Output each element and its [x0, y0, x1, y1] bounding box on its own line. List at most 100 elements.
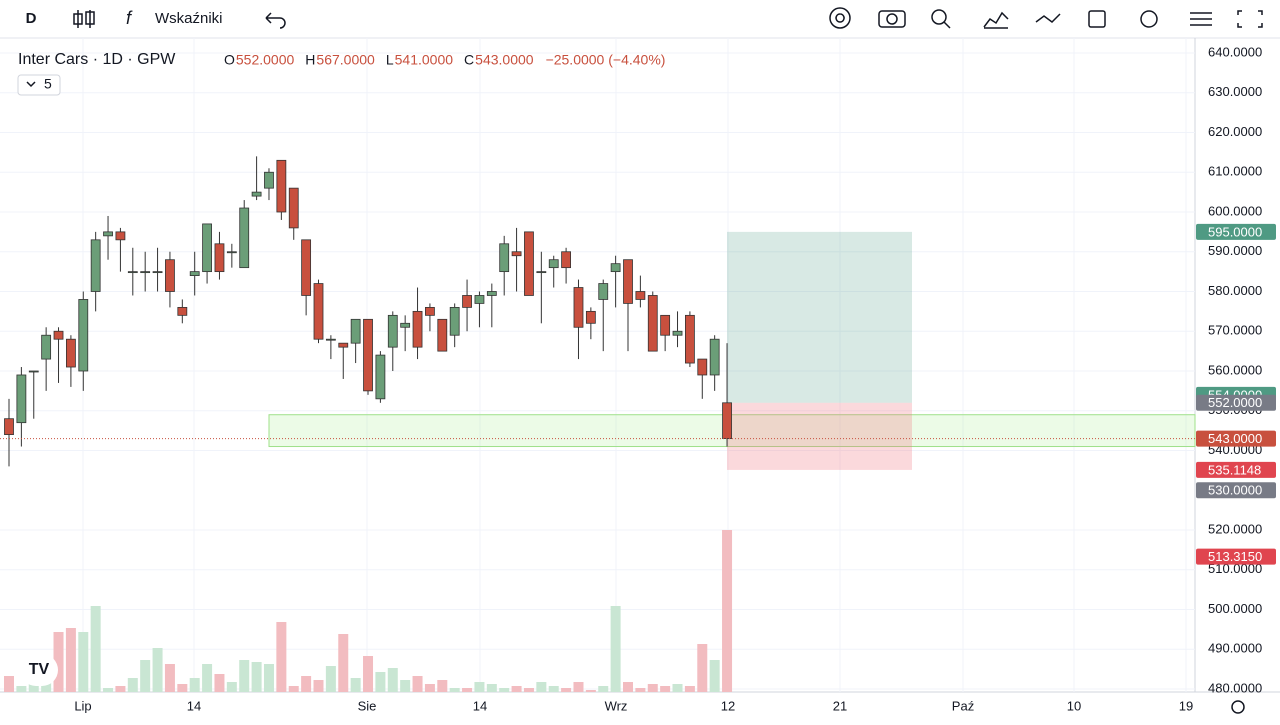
- volume-bar: [202, 664, 213, 692]
- volume-bar: [152, 648, 163, 692]
- price-tag: [1196, 223, 1276, 240]
- candle-body: [152, 271, 163, 274]
- candle-body: [524, 231, 534, 296]
- candle-body: [412, 310, 423, 348]
- candle-body: [189, 271, 200, 276]
- volume-bar: [375, 672, 386, 692]
- volume-bar: [486, 684, 497, 692]
- price-tag: [1196, 461, 1276, 478]
- x-tick-label: Sie: [358, 698, 377, 713]
- candle-body: [449, 306, 460, 336]
- volume-bar: [65, 628, 76, 692]
- y-tick-label: 480.0000: [1208, 680, 1262, 695]
- volume-bar: [313, 680, 324, 692]
- price-tag: [1196, 548, 1276, 565]
- volume-bar: [214, 674, 225, 692]
- x-tick-label: 19: [1179, 698, 1193, 713]
- indicators-toggle[interactable]: [17, 74, 61, 96]
- candle-body: [462, 295, 472, 308]
- price-tag: [1196, 482, 1276, 499]
- candle-body: [499, 243, 510, 273]
- candle-body: [722, 402, 732, 439]
- candle-body: [103, 231, 113, 237]
- x-tick-label: Lip: [74, 698, 91, 713]
- profit-zone: [727, 231, 912, 403]
- candle-body: [623, 259, 633, 304]
- x-tick-label: 14: [473, 698, 487, 713]
- legend-value: −25.0000 (−4.40%): [546, 52, 666, 68]
- legend-key: C: [464, 52, 474, 68]
- volume-bar: [387, 668, 398, 692]
- toolbar-icons: [73, 7, 1263, 29]
- volume-bar: [127, 678, 138, 692]
- candle-body: [78, 299, 89, 372]
- volume-bar: [90, 606, 101, 692]
- volume-bar: [338, 634, 349, 692]
- candle-body: [313, 283, 324, 340]
- candle-body: [697, 358, 708, 376]
- candle-body: [425, 306, 435, 316]
- volume-bar: [684, 686, 695, 692]
- volume-bar: [647, 684, 658, 692]
- symbol-title: Inter Cars · 1D · GPW: [18, 51, 176, 68]
- volume-bar: [288, 686, 299, 692]
- volume-bar: [635, 688, 646, 692]
- candle-body: [214, 243, 225, 273]
- interval[interactable]: D: [26, 10, 37, 27]
- volume-bar: [28, 684, 39, 692]
- candle-body: [350, 318, 361, 344]
- candle-body: [325, 338, 336, 341]
- chevron: [26, 81, 36, 88]
- legend-value: 552.0000: [236, 52, 295, 68]
- fx-icon: f: [126, 8, 133, 28]
- indicators-button[interactable]: Wskaźniki: [155, 10, 223, 27]
- y-tick-label: 590.0000: [1208, 243, 1262, 258]
- candle-body: [685, 314, 695, 364]
- y-tick-label: 520.0000: [1208, 521, 1262, 536]
- volume-bar: [276, 622, 287, 692]
- volume-bar: [78, 632, 89, 692]
- candle-body: [511, 251, 522, 257]
- y-tick-label: 640.0000: [1208, 44, 1262, 59]
- volume-bar: [350, 678, 361, 692]
- candle-body: [276, 159, 287, 213]
- candle-body: [115, 231, 126, 241]
- candle-body: [53, 330, 64, 340]
- zone: [268, 414, 1196, 448]
- candle-body: [66, 338, 76, 368]
- candle-body: [140, 271, 151, 274]
- candle-body: [165, 259, 175, 292]
- legend-value: 541.0000: [395, 52, 454, 68]
- candle-body: [598, 283, 609, 300]
- volume-bar: [424, 684, 435, 692]
- volume-bar: [189, 678, 200, 692]
- volume-bar: [561, 688, 572, 692]
- price-tag-label: 535.1148: [1208, 462, 1261, 477]
- y-tick-label: 500.0000: [1208, 601, 1262, 616]
- x-tick-label: 21: [833, 698, 847, 713]
- volume-bar: [140, 660, 151, 692]
- volume-bar: [239, 660, 250, 692]
- candle-body: [536, 271, 547, 274]
- volume-bar: [301, 676, 312, 692]
- settings-icon[interactable]: [1231, 700, 1245, 714]
- candle-body: [41, 334, 52, 360]
- legend-value: 543.0000: [475, 52, 534, 68]
- y-tick-label: 620.0000: [1208, 124, 1262, 139]
- price-tag-label: 595.0000: [1208, 224, 1262, 239]
- volume-bar: [115, 686, 126, 692]
- x-tick-label: Paź: [952, 698, 974, 713]
- loss-zone: [727, 402, 912, 470]
- grid: [0, 38, 1195, 692]
- volume-bar: [722, 530, 733, 692]
- candle-body: [548, 259, 559, 269]
- toolbar: [0, 0, 1280, 38]
- volume-bar: [103, 688, 114, 692]
- volume-bar: [400, 680, 411, 692]
- plot: [0, 156, 1196, 692]
- candle-body: [251, 191, 262, 197]
- volume-bar: [4, 676, 14, 692]
- legend-key: L: [386, 52, 394, 68]
- y-tick-label: 490.0000: [1208, 641, 1262, 656]
